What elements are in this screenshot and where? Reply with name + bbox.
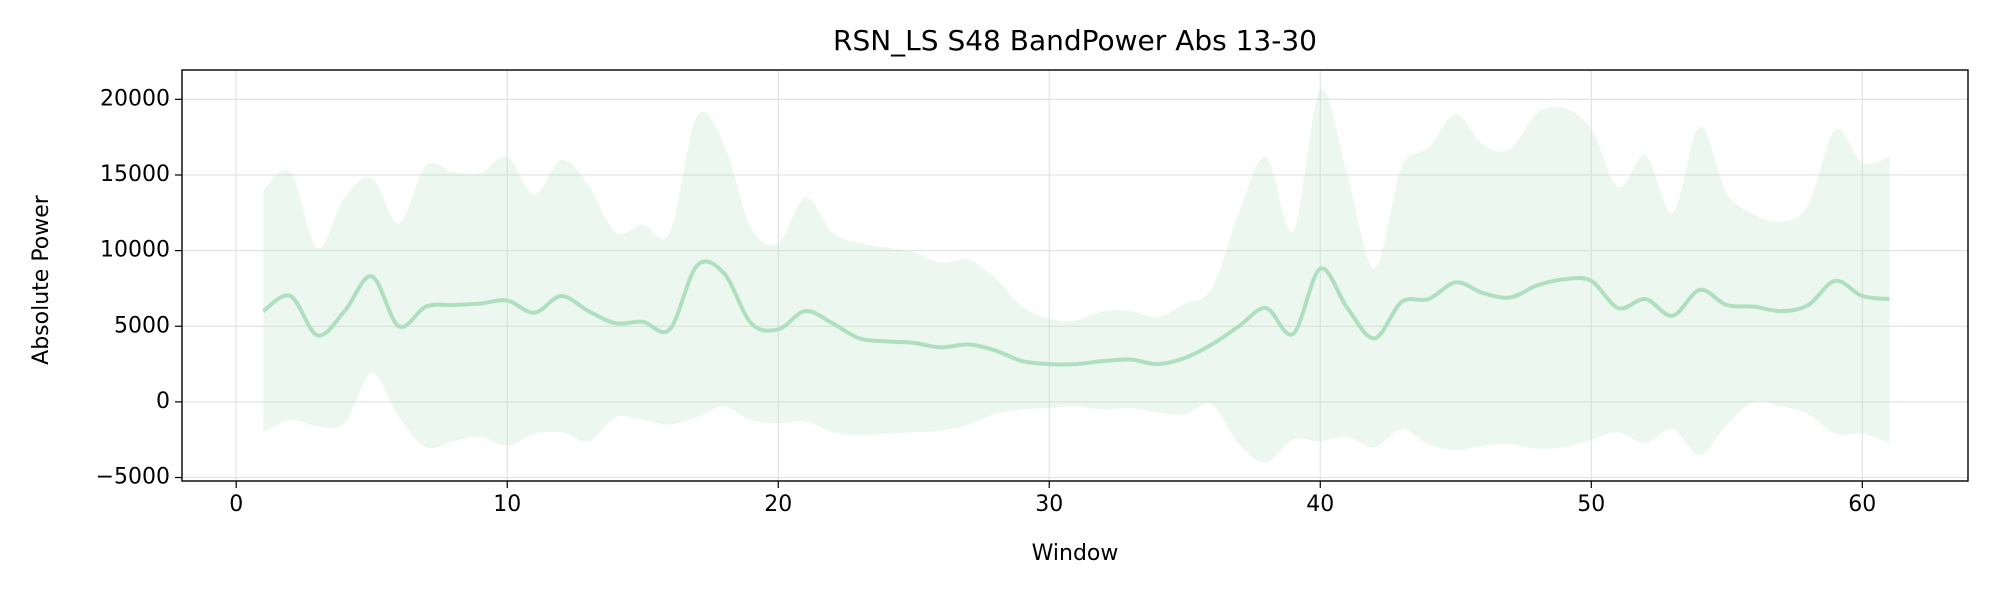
x-tick-label: 50 (1577, 492, 1605, 517)
x-tick-label: 60 (1848, 492, 1876, 517)
x-tick-label: 20 (764, 492, 792, 517)
x-tick-label: 40 (1306, 492, 1334, 517)
y-tick-label: 0 (156, 389, 170, 414)
y-tick-label: 10000 (100, 238, 170, 263)
y-tick-label: 5000 (114, 313, 170, 338)
x-tick-label: 0 (229, 492, 243, 517)
std-band (263, 89, 1890, 463)
x-tick-label: 10 (493, 492, 521, 517)
x-axis-label: Window (1032, 541, 1119, 566)
axes-frame (181, 69, 1969, 482)
y-tick-label: 20000 (100, 86, 170, 111)
y-axis-label: Absolute Power (29, 194, 54, 365)
y-tick-label: −5000 (96, 465, 170, 490)
chart-title: RSN_LS S48 BandPower Abs 13-30 (833, 24, 1317, 57)
mean-line (262, 259, 1890, 367)
y-tick-label: 15000 (100, 162, 170, 187)
x-tick-label: 30 (1035, 492, 1063, 517)
